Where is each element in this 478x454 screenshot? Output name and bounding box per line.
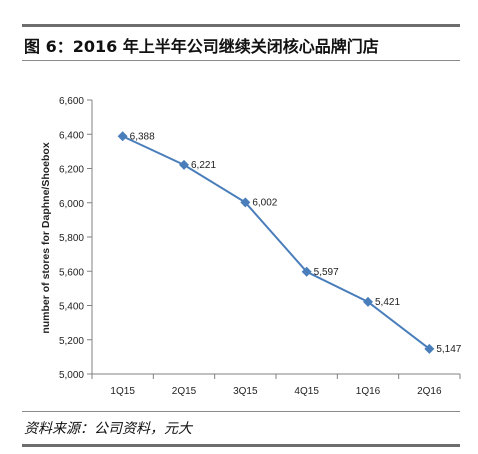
data-label: 5,147 (436, 344, 461, 355)
y-tick-label: 6,200 (59, 165, 84, 176)
y-tick-label: 5,600 (59, 267, 84, 278)
data-point-marker (240, 197, 251, 208)
y-tick-label: 5,800 (59, 233, 84, 244)
x-tick-label: 1Q16 (356, 386, 381, 397)
series-line (122, 135, 430, 350)
series-1: 6,388 6,221 6,002 5,597 5,421 5,147 (117, 131, 462, 355)
data-point-marker (363, 296, 373, 307)
x-tick-label: 3Q15 (233, 386, 258, 397)
y-axis-label: number of stores for Daphne/Shoebox (40, 142, 52, 334)
y-tick-label: 5,400 (59, 302, 84, 313)
data-point-marker (117, 131, 128, 142)
y-tick-label: 6,400 (59, 130, 84, 141)
y-tick-label: 6,000 (59, 199, 84, 210)
y-tick-label: 5,200 (59, 336, 84, 347)
data-label: 5,421 (375, 297, 400, 308)
data-label: 6,388 (130, 131, 155, 142)
axes: 5,000 5,200 5,400 5,600 5,800 6,000 6,200 6,400… (59, 96, 461, 397)
data-point-marker (424, 343, 435, 354)
x-tick-label: 2Q16 (417, 386, 442, 397)
data-point-marker (301, 266, 312, 277)
source-note: 资料来源：公司资料，元大 (24, 421, 192, 437)
y-tick-label: 6,600 (59, 96, 84, 107)
title-divider (22, 60, 460, 61)
x-tick-label: 1Q15 (110, 386, 135, 397)
data-label: 5,597 (314, 267, 339, 278)
data-label: 6,002 (252, 197, 277, 208)
bottom-rule (22, 444, 460, 447)
x-tick-label: 4Q15 (294, 386, 319, 397)
figure-title: 图 6：2016 年上半年公司继续关闭核心品牌门店 (24, 37, 379, 56)
data-point-marker (179, 159, 189, 170)
data-label: 6,221 (191, 160, 216, 171)
source-divider (22, 411, 460, 412)
top-rule (22, 24, 460, 27)
y-tick-label: 5,000 (59, 370, 84, 381)
x-tick-label: 2Q15 (172, 386, 197, 397)
